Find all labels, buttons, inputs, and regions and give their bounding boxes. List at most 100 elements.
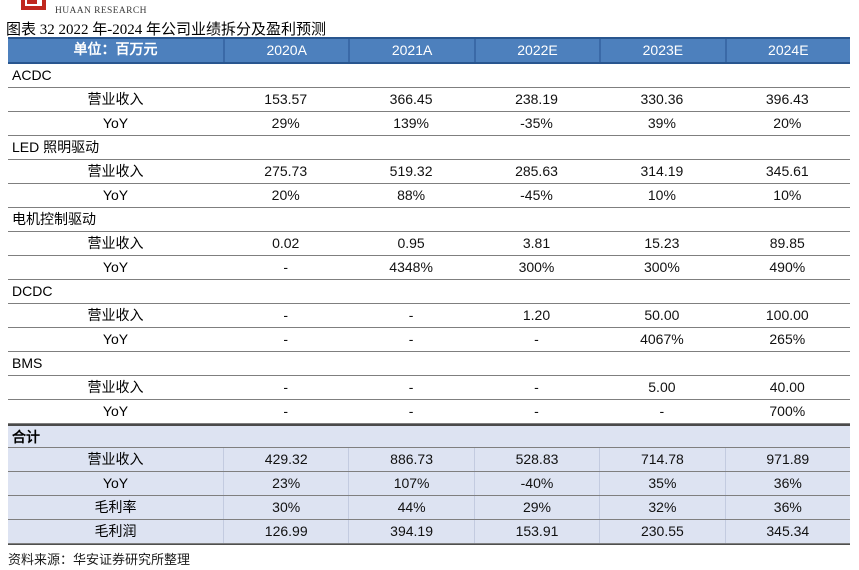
value-cell: 4067% (640, 331, 684, 347)
value-cell: 5.00 (648, 379, 676, 395)
year-header-2021a: 2021A (348, 39, 473, 62)
row-label-cell: 营业收入 (87, 307, 144, 323)
value-cell: 36% (724, 472, 850, 495)
section-row-led_lighting: LED 照明驱动 (8, 136, 850, 160)
value-cell: - (534, 331, 539, 347)
value-cell: 519.32 (389, 163, 433, 179)
row-label-cell: YoY (102, 331, 129, 347)
value-cell: 44% (348, 496, 473, 519)
year-header-2020a: 2020A (223, 39, 348, 62)
table-header-row: 单位：百万元 2020A 2021A 2022E 2023E 2024E (8, 37, 850, 64)
value-cell: 345.34 (724, 520, 850, 543)
value-cell: 265% (769, 331, 806, 347)
value-cell: 15.23 (644, 235, 680, 251)
value-cell: 396.43 (765, 91, 809, 107)
value-cell: - (283, 379, 289, 395)
brand-research-label: HUAAN RESEARCH (55, 6, 147, 16)
value-cell: 39% (647, 115, 676, 131)
row-label-cell: 营业收入 (87, 451, 144, 467)
value-cell: 153.57 (264, 91, 308, 107)
data-row: 营业收入 0.02 0.95 3.81 15.23 89.85 (8, 232, 850, 256)
section-row-dcdc: DCDC (8, 280, 850, 304)
value-cell: 139% (393, 115, 429, 131)
value-cell: 300% (518, 259, 555, 275)
data-row: 营业收入 - - - 5.00 40.00 (8, 376, 850, 400)
value-cell: 20% (271, 187, 300, 203)
value-cell: 29% (473, 496, 599, 519)
section-row-total: 合计 (8, 424, 850, 448)
row-label-cell: 营业收入 (87, 235, 144, 251)
value-cell: 89.85 (769, 235, 805, 251)
value-cell: 40.00 (769, 379, 805, 395)
data-row: 营业收入 - - 1.20 50.00 100.00 (8, 304, 850, 328)
row-label-cell: 毛利率 (94, 499, 137, 515)
section-row-motor_control: 电机控制驱动 (8, 208, 850, 232)
value-cell: - (534, 403, 539, 419)
forecast-table: 单位：百万元 2020A 2021A 2022E 2023E 2024E ACD… (8, 37, 850, 545)
section-row-acdc: ACDC (8, 64, 850, 88)
value-cell: - (283, 259, 289, 275)
value-cell: 30% (223, 496, 348, 519)
value-cell: -40% (473, 472, 599, 495)
value-cell: - (408, 403, 414, 419)
value-cell: 1.20 (522, 307, 551, 323)
value-cell: - (408, 379, 414, 395)
data-row: YoY 29% 139% -35% 39% 20% (8, 112, 850, 136)
section-name-dcdc: DCDC (12, 283, 53, 299)
value-cell: - (283, 403, 289, 419)
value-cell: 285.63 (515, 163, 558, 179)
value-cell: 300% (643, 259, 680, 275)
row-label-cell: YoY (102, 259, 129, 275)
value-cell: -35% (520, 115, 553, 131)
row-label-cell: 营业收入 (87, 379, 144, 395)
data-row: YoY 20% 88% -45% 10% 10% (8, 184, 850, 208)
value-cell: 429.32 (223, 448, 348, 471)
year-header-2022e: 2022E (473, 39, 599, 62)
row-label-cell: YoY (102, 187, 129, 203)
value-cell: 345.61 (765, 163, 809, 179)
value-cell: 490% (769, 259, 806, 275)
value-cell: 32% (599, 496, 724, 519)
value-cell: 394.19 (348, 520, 473, 543)
section-row-bms: BMS (8, 352, 850, 376)
figure-caption: 图表 32 2022 年-2024 年公司业绩拆分及盈利预测 (6, 22, 326, 38)
value-cell: 100.00 (765, 307, 809, 323)
value-cell: 36% (724, 496, 850, 519)
value-cell: 153.91 (473, 520, 599, 543)
data-row: 毛利润 126.99 394.19 153.91 230.55 345.34 (8, 520, 850, 544)
section-name-total: 合计 (12, 429, 40, 445)
value-cell: 107% (348, 472, 473, 495)
value-cell: 275.73 (264, 163, 308, 179)
value-cell: 330.36 (640, 91, 684, 107)
data-row: YoY - - - 4067% 265% (8, 328, 850, 352)
value-cell: 50.00 (644, 307, 680, 323)
value-cell: 20% (773, 115, 802, 131)
brand-header: HUAAN RESEARCH (0, 0, 300, 20)
value-cell: -45% (520, 187, 553, 203)
data-row: YoY - 4348% 300% 300% 490% (8, 256, 850, 280)
value-cell: 230.55 (599, 520, 724, 543)
value-cell: - (659, 403, 665, 419)
year-header-2023e: 2023E (599, 39, 724, 62)
section-name-acdc: ACDC (12, 67, 52, 83)
unit-header-cell: 单位：百万元 (73, 43, 158, 58)
row-label-cell: YoY (102, 403, 129, 419)
data-row: 营业收入 429.32 886.73 528.83 714.78 971.89 (8, 448, 850, 472)
value-cell: 23% (223, 472, 348, 495)
table-body: ACDC 营业收入 153.57 366.45 238.19 330.36 396.43 Yo… (8, 64, 850, 545)
data-row: YoY 23% 107% -40% 35% 36% (8, 472, 850, 496)
value-cell: 0.02 (272, 235, 300, 251)
row-label-cell: 营业收入 (87, 91, 144, 107)
value-cell: 528.83 (473, 448, 599, 471)
section-name-led_lighting: LED 照明驱动 (12, 139, 100, 155)
value-cell: - (534, 379, 539, 395)
row-label-cell: YoY (102, 475, 129, 491)
huaan-logo-pattern (25, 0, 42, 6)
value-cell: - (283, 331, 289, 347)
value-cell: - (408, 331, 414, 347)
value-cell: 10% (647, 187, 676, 203)
huaan-logo-icon (21, 0, 46, 10)
value-cell: 714.78 (599, 448, 724, 471)
value-cell: 29% (271, 115, 300, 131)
